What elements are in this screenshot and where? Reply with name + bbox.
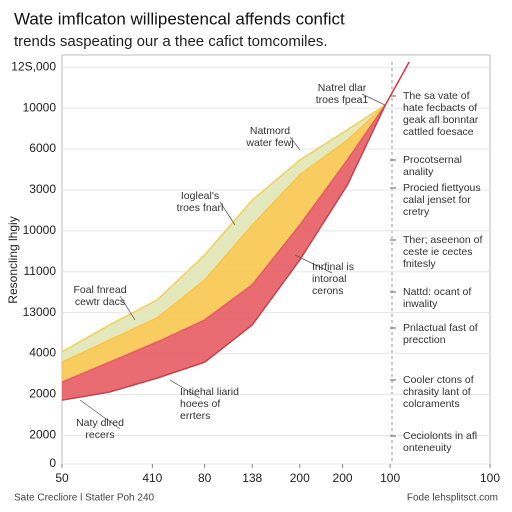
side-note: Pnlactual fast of (403, 322, 478, 334)
chart-subtitle: trends saspeating our a thee cafict tomc… (14, 33, 328, 50)
annotation: Iogleal's (181, 190, 219, 202)
annotation: recers (85, 429, 114, 441)
side-note: chrasity lant of (403, 386, 471, 398)
side-note: Cooler ctons of (403, 374, 474, 386)
annotation-leader (169, 379, 201, 399)
annotation: water fewj (245, 137, 293, 149)
y-tick-label: 6000 (29, 141, 56, 155)
y-axis-label: Resoncling lhgiy (6, 216, 20, 303)
band-line (384, 61, 410, 106)
annotation-leader (119, 295, 136, 321)
annotation: Natmord (250, 125, 290, 137)
x-tick-label: 200 (333, 471, 353, 485)
annotation-leader (289, 136, 301, 151)
y-tick-label: 10000 (23, 223, 57, 237)
side-note: cretry (403, 206, 430, 218)
y-tick-label: 11000 (24, 264, 57, 278)
annotation: Inrfinal is (312, 261, 354, 273)
annotation: Naty dlred (76, 417, 124, 429)
x-tick-label: 200 (290, 471, 310, 485)
x-tick-label: 100 (380, 471, 400, 485)
footer-left: Sate Crecliore l Statler Poh 240 (14, 493, 155, 504)
side-note: precction (403, 334, 446, 346)
side-note: Procied fiettyous (403, 182, 481, 194)
x-tick-label: 80 (198, 471, 212, 485)
annotation: errters (180, 410, 210, 422)
band-area (62, 104, 386, 401)
band-line (61, 104, 387, 401)
annotation: troes fnarl (177, 202, 224, 214)
annotation: troes fpea1 (316, 94, 369, 106)
y-tick-label: 13000 (23, 305, 57, 319)
annotation: Foal fnread (73, 284, 126, 296)
annotation-leader (294, 254, 333, 274)
annotation-leader (79, 399, 121, 430)
side-note: calal jenset for (403, 194, 471, 206)
side-note: The sa vate of (403, 90, 470, 102)
y-tick-label: 3000 (29, 182, 56, 196)
annotation: intoroal (312, 273, 346, 285)
band-line (61, 104, 386, 383)
side-note: colcraments (403, 398, 460, 410)
annotation-leader (219, 201, 236, 226)
y-tick-label: 12S,000 (11, 59, 56, 73)
side-note: fnitesly (403, 258, 436, 270)
x-tick-label: 138 (242, 471, 262, 485)
y-tick-label: 2000 (29, 428, 56, 442)
band-line (61, 104, 386, 353)
side-note: Nattd: ocant of (403, 286, 471, 298)
band-area (62, 104, 386, 383)
side-note: hate fecbacts of (403, 102, 477, 114)
y-tick-label: 2000 (29, 387, 56, 401)
y-tick-label: 4000 (29, 346, 56, 360)
side-note: Ceciolonts in afl (403, 430, 477, 442)
side-note: ceste ie cectes (403, 246, 472, 258)
y-tick-label: 0 (49, 456, 56, 470)
x-tick-label: 50 (55, 471, 69, 485)
annotation: Intiehal liarid (180, 386, 239, 398)
chart-title: Wate imflcaton willipestencal affends co… (14, 9, 345, 28)
annotation: cewtr dacs (75, 296, 125, 308)
side-note: inwality (403, 298, 438, 310)
annotation-leader (361, 93, 386, 106)
footer-right: Fode lehsplitsct.com (407, 493, 498, 504)
x-tick-label: 100 (480, 471, 500, 485)
x-tick-label: 410 (142, 471, 162, 485)
side-note: cattled foesace (403, 126, 474, 138)
annotation: Natrel dlar (318, 82, 367, 94)
band-line (61, 104, 386, 363)
annotation: cerons (312, 285, 344, 297)
annotation: hoees of (180, 398, 220, 410)
y-tick-label: 10000 (23, 100, 57, 114)
side-note: geak afl bonntar (403, 114, 479, 126)
side-note: Procotsernal (403, 154, 462, 166)
side-note: Ther; aseenon of (403, 234, 482, 246)
side-note: onteneuity (403, 442, 452, 454)
side-note: anality (403, 166, 434, 178)
